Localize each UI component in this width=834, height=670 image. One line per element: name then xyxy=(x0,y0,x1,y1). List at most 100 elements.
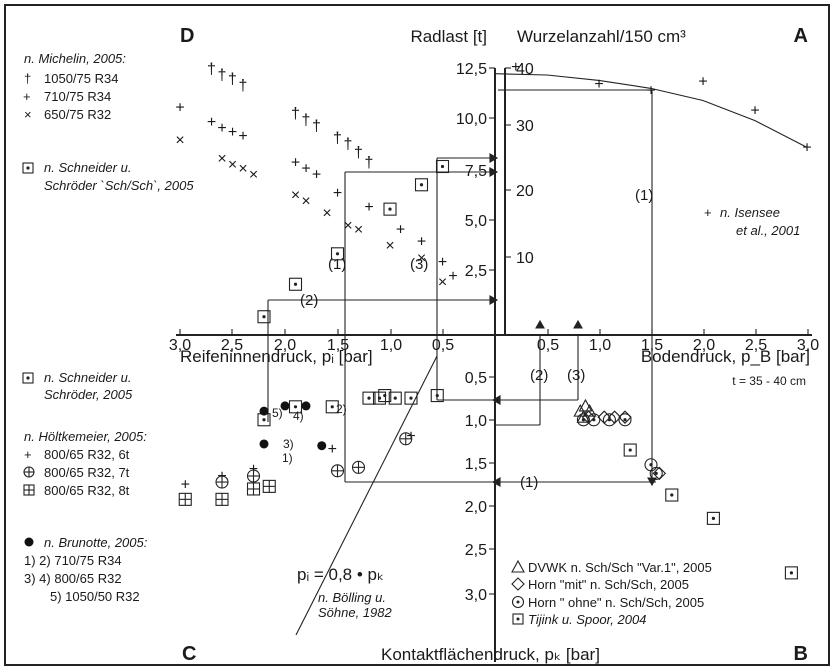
reifen-tick: 2,5 xyxy=(221,337,243,354)
point-michelin-710: + xyxy=(417,234,426,251)
point-schneider-sch-dot xyxy=(388,208,391,211)
boelling-ref-b: Söhne, 1982 xyxy=(318,605,393,620)
point-schneider-dot xyxy=(294,405,297,408)
point-michelin-1050: † xyxy=(218,67,227,84)
boden-tick: 2,0 xyxy=(693,337,715,354)
radlast-tick: 5,0 xyxy=(465,213,487,230)
legend-isensee-a: n. Isensee xyxy=(720,205,780,220)
legend-michelin-head: n. Michelin, 2005: xyxy=(24,51,126,66)
point-schneider-sch-dot xyxy=(336,252,339,255)
kontakt-axis-label: Kontaktflächendruck, pₖ [bar] xyxy=(381,645,600,664)
point-tijink-dot xyxy=(629,448,632,451)
brunotte-label: 5) xyxy=(272,406,283,420)
point-michelin-650: × xyxy=(354,221,363,238)
point-hoelt-6t: + xyxy=(328,441,337,458)
point-michelin-710: + xyxy=(217,120,226,137)
legend-brunotte-2: 3) 4) 800/65 R32 xyxy=(24,571,122,586)
legend-isensee-plus-icon: + xyxy=(704,205,712,220)
point-horn-ohne-dot xyxy=(592,418,595,421)
point-michelin-710: + xyxy=(312,167,321,184)
quadrant-letter-d: D xyxy=(180,25,194,47)
kontakt-tick: 2,5 xyxy=(465,542,487,559)
point-isensee: + xyxy=(511,59,520,76)
wurzel-axis-label: Wurzelanzahl/150 cm³ xyxy=(517,27,686,46)
point-schneider-sch-dot xyxy=(420,183,423,186)
regression-equation: pᵢ = 0,8 • pₖ xyxy=(297,565,384,584)
point-michelin-650: × xyxy=(217,150,226,167)
point-michelin-1050: † xyxy=(312,118,321,135)
point-michelin-1050: † xyxy=(333,130,342,147)
point-schneider-dot xyxy=(436,394,439,397)
reifen-tick: 3,0 xyxy=(169,337,191,354)
point-michelin-650: × xyxy=(249,167,258,184)
legend-brunotte-1: 1) 2) 710/75 R34 xyxy=(24,553,122,568)
brunotte-label: 3) xyxy=(283,437,294,451)
legend-schneider-sch-dot-icon xyxy=(26,166,29,169)
legend-hoelt-plus-icon: + xyxy=(24,447,32,462)
legend-michelin-2: 710/75 R34 xyxy=(44,89,111,104)
point-brunotte xyxy=(260,439,269,448)
route-label-2-left: (2) xyxy=(300,292,318,309)
legend-schneider-sch-b: Schröder `Sch/Sch`, 2005 xyxy=(44,178,194,193)
point-michelin-650: × xyxy=(438,274,447,291)
point-horn-ohne-dot xyxy=(608,418,611,421)
point-michelin-1050: † xyxy=(365,154,374,171)
route-label-1-right: (1) xyxy=(635,187,653,204)
reifen-tick: 1,5 xyxy=(327,337,349,354)
point-schneider-sch-dot xyxy=(262,315,265,318)
point-michelin-1050: † xyxy=(354,144,363,161)
legend-horn-ohne: Horn " ohne" n. Sch/Sch, 2005 xyxy=(528,595,704,610)
legend-michelin-cross-icon: × xyxy=(24,107,32,122)
route-label-1-bottom: (1) xyxy=(520,474,538,491)
radlast-axis-label: Radlast [t] xyxy=(410,27,487,46)
legend-hoelt-2: 800/65 R32, 7t xyxy=(44,465,130,480)
point-horn-ohne-dot xyxy=(623,418,626,421)
point-michelin-710: + xyxy=(238,128,247,145)
legend-brunotte-head: n. Brunotte, 2005: xyxy=(44,535,148,550)
point-tijink-dot xyxy=(790,571,793,574)
boden-tick: 2,5 xyxy=(745,337,767,354)
point-michelin-1050: † xyxy=(239,77,248,94)
point-tijink-dot xyxy=(670,493,673,496)
legend-schneider-dot-icon xyxy=(26,376,29,379)
point-isensee: + xyxy=(594,76,603,93)
point-michelin-650: × xyxy=(343,217,352,234)
point-tijink-dot xyxy=(712,517,715,520)
point-horn-ohne-dot xyxy=(649,463,652,466)
point-michelin-650: × xyxy=(385,238,394,255)
point-michelin-710: + xyxy=(438,254,447,271)
wurzel-tick: 10 xyxy=(516,250,534,267)
point-schneider-sch-dot xyxy=(294,283,297,286)
route-label-3-bottom: (3) xyxy=(567,367,585,384)
point-isensee: + xyxy=(750,103,759,120)
brunotte-label: 4) xyxy=(293,409,304,423)
legend-hoelt-3: 800/65 R32, 8t xyxy=(44,483,130,498)
point-michelin-650: × xyxy=(301,193,310,210)
point-schneider-dot xyxy=(331,405,334,408)
point-michelin-710: + xyxy=(396,221,405,238)
radlast-tick: 10,0 xyxy=(456,111,487,128)
quadrant-letter-a: A xyxy=(794,25,808,47)
point-schneider-dot xyxy=(409,397,412,400)
legend-schneider-sch-a: n. Schneider u. xyxy=(44,160,131,175)
legend-hoelt-head: n. Höltkemeier, 2005: xyxy=(24,429,147,444)
point-michelin-710: + xyxy=(448,268,457,285)
point-michelin-1050: † xyxy=(344,136,353,153)
point-schneider-dot xyxy=(394,397,397,400)
route-label-2-bottom: (2) xyxy=(530,367,548,384)
point-michelin-710: + xyxy=(364,199,373,216)
legend-michelin-dagger-icon: † xyxy=(24,71,31,86)
kontakt-tick: 1,0 xyxy=(465,413,487,430)
brunotte-label: 2) xyxy=(336,402,347,416)
boden-axis-label: Bodendruck, p_B [bar] xyxy=(641,347,810,366)
wurzel-tick: 30 xyxy=(516,118,534,135)
boden-tick: 1,0 xyxy=(589,337,611,354)
point-hoelt-6t: + xyxy=(181,477,190,494)
legend-schneider-a: n. Schneider u. xyxy=(44,370,131,385)
point-schneider-sch-dot xyxy=(441,165,444,168)
quadrant-letter-b: B xyxy=(794,643,808,665)
point-isensee: + xyxy=(802,139,811,156)
legend-michelin-plus-icon: + xyxy=(23,89,31,104)
legend-schneider-b: Schröder, 2005 xyxy=(44,387,133,402)
point-michelin-1050: † xyxy=(302,112,311,129)
